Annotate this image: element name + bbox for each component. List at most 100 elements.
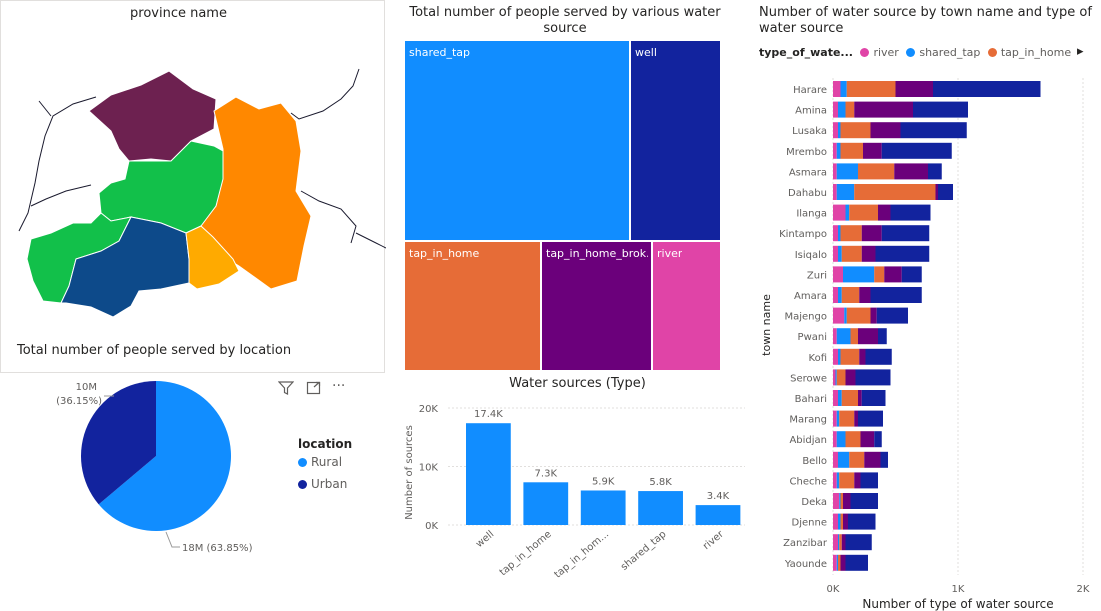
stacked-segment-well[interactable] [880,451,889,468]
stacked-segment-tap-in-home-broken[interactable] [843,513,848,530]
stacked-segment-river[interactable] [833,287,838,303]
map-panel[interactable]: province name Total number of people ser… [0,0,386,373]
stacked-segment-river[interactable] [833,431,837,448]
stacked-segment-river[interactable] [833,493,840,509]
stacked-segment-tap-in-home-broken[interactable] [884,266,902,283]
stacked-segment-well[interactable] [928,163,942,180]
stacked-segment-tap-in-home-broken[interactable] [895,81,934,97]
stacked-segment-shared-tap[interactable] [838,122,841,139]
legend-next-arrow-icon[interactable]: ▸ [1077,44,1084,59]
stacked-segment-shared-tap[interactable] [836,328,851,345]
stacked-segment-tap-in-home-broken[interactable] [935,184,939,200]
bar-0[interactable] [466,423,511,525]
stacked-segment-tap-in-home[interactable] [850,328,859,345]
stacked-segment-tap-in-home[interactable] [845,101,855,118]
stacked-segment-tap-in-home-broken[interactable] [861,245,876,262]
stacked-segment-tap-in-home[interactable] [846,81,896,97]
stacked-segment-tap-in-home[interactable] [839,410,855,427]
stacked-segment-well[interactable] [881,142,952,159]
stacked-segment-tap-in-home-broken[interactable] [860,431,875,448]
stacked-segment-shared-tap[interactable] [838,245,842,262]
location-pie-chart[interactable]: 18M (63.85%) 10M (36.15%) [0,375,290,611]
stacked-segment-shared-tap[interactable] [836,431,846,448]
stacked-segment-well[interactable] [860,472,879,489]
stacked-segment-well[interactable] [876,307,908,324]
stacked-segment-river[interactable] [833,451,838,468]
treemap-panel[interactable]: Total number of people served by various… [400,0,730,372]
stacked-segment-tap-in-home-broken[interactable] [845,369,856,386]
stacked-segment-tap-in-home-broken[interactable] [854,101,913,118]
stacked-segment-river[interactable] [833,369,836,386]
stacked-segment-well[interactable] [881,225,930,242]
stacked-segment-well[interactable] [901,266,922,283]
water-type-bar-chart[interactable]: 0K 10K 20K Number of sources 17.4K well 7.3K ta… [400,374,750,611]
legend-item-shared-tap[interactable]: shared_tap [906,46,980,59]
bar-1[interactable] [523,482,569,525]
stacked-segment-river[interactable] [833,245,838,262]
stacked-segment-shared-tap[interactable] [838,287,842,303]
stacked-segment-shared-tap[interactable] [836,184,855,200]
treemap-tile-tap-in-home[interactable]: tap_in_home [404,241,541,371]
stacked-segment-shared-tap[interactable] [836,142,841,159]
stacked-segment-river[interactable] [833,307,845,324]
treemap-tile-shared-tap[interactable]: shared_tap [404,40,630,241]
stacked-segment-tap-in-home[interactable] [845,431,861,448]
stacked-segment-tap-in-home[interactable] [836,369,846,386]
stacked-segment-well[interactable] [861,390,886,406]
bar-2[interactable] [580,490,626,525]
stacked-segment-shared-tap[interactable] [838,225,841,242]
stacked-segment-tap-in-home-broken[interactable] [878,204,891,221]
stacked-segment-river[interactable] [833,204,846,221]
more-options-icon[interactable]: ··· [332,378,346,394]
stacked-segment-well[interactable] [865,348,892,365]
town-stacked-bar-chart[interactable]: 0K 1K 2K Number of type of water source town… [755,0,1101,611]
stacked-segment-tap-in-home-broken[interactable] [858,328,878,345]
treemap-tile-river[interactable]: river [652,241,721,371]
stacked-segment-tap-in-home[interactable] [858,163,895,180]
stacked-segment-shared-tap[interactable] [836,410,840,427]
stacked-segment-well[interactable] [913,101,968,118]
stacked-segment-well[interactable] [938,184,953,200]
town-stacked-panel[interactable]: Number of water source by town name and … [755,0,1101,611]
stacked-segment-tap-in-home-broken[interactable] [863,142,882,159]
stacked-segment-tap-in-home-broken[interactable] [870,307,877,324]
stacked-segment-river[interactable] [833,390,838,406]
stacked-segment-shared-tap[interactable] [843,266,875,283]
stacked-segment-shared-tap[interactable] [838,348,841,365]
bar-4[interactable] [695,505,741,525]
stacked-segment-tap-in-home[interactable] [846,307,871,324]
stacked-segment-tap-in-home[interactable] [874,266,885,283]
stacked-segment-tap-in-home[interactable] [841,287,860,303]
stacked-segment-river[interactable] [833,410,837,427]
stacked-segment-tap-in-home-broken[interactable] [870,122,901,139]
stacked-segment-well[interactable] [848,513,876,530]
stacked-segment-tap-in-home-broken[interactable] [854,410,858,427]
stacked-segment-river[interactable] [833,266,843,283]
stacked-segment-well[interactable] [875,245,930,262]
stacked-segment-tap-in-home[interactable] [840,225,862,242]
stacked-segment-tap-in-home-broken[interactable] [894,163,928,180]
stacked-segment-shared-tap[interactable] [836,554,838,571]
filter-icon[interactable] [278,381,294,395]
stacked-segment-tap-in-home[interactable] [840,122,871,139]
pie-legend-item-urban[interactable]: Urban [298,477,352,491]
stacked-segment-shared-tap[interactable] [836,472,840,489]
focus-mode-icon[interactable] [306,381,322,395]
stacked-segment-shared-tap[interactable] [838,101,846,118]
stacked-segment-well[interactable] [900,122,967,139]
stacked-segment-well[interactable] [890,204,931,221]
stacked-segment-well[interactable] [933,81,1041,97]
bar-3[interactable] [638,491,683,525]
stacked-segment-river[interactable] [833,122,838,139]
stacked-segment-well[interactable] [845,554,869,571]
stacked-segment-well[interactable] [855,369,891,386]
stacked-segment-shared-tap[interactable] [836,163,858,180]
stacked-segment-tap-in-home-broken[interactable] [859,287,871,303]
stacked-segment-river[interactable] [833,328,837,345]
stacked-segment-tap-in-home-broken[interactable] [841,534,846,551]
stacked-segment-tap-in-home[interactable] [840,513,844,530]
stacked-segment-shared-tap[interactable] [840,81,847,97]
stacked-segment-well[interactable] [850,493,879,509]
stacked-segment-well[interactable] [874,431,882,448]
stacked-segment-shared-tap[interactable] [838,513,841,530]
